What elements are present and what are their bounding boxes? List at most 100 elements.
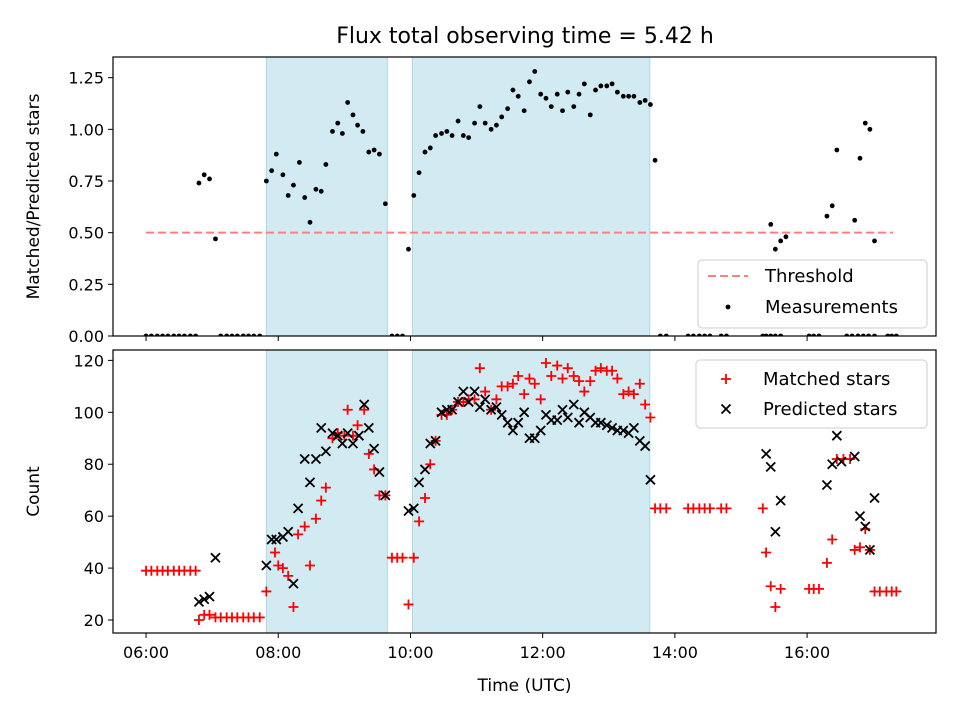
measurements-point — [834, 147, 840, 153]
predicted-stars-series — [193, 386, 880, 607]
measurements-point — [515, 93, 521, 99]
bottom-x-tick-label: 06:00 — [123, 643, 169, 662]
predicted-stars-point — [193, 596, 205, 607]
matched-stars-point — [507, 378, 518, 389]
predicted-stars-point — [310, 453, 322, 465]
top-observing-interval-1 — [265, 57, 388, 336]
measurements-point — [593, 87, 598, 93]
measurements-point — [444, 129, 450, 134]
matched-stars-point — [634, 378, 645, 389]
matched-stars-point — [854, 542, 865, 553]
measurements-point — [377, 151, 382, 157]
measurements-point — [196, 180, 202, 186]
measurements-point — [269, 168, 275, 174]
measurements-point — [862, 120, 868, 126]
predicted-stars-point — [436, 407, 447, 418]
measurements-point — [263, 178, 269, 184]
bottom-observing-interval-2 — [411, 350, 651, 633]
measurements-point — [499, 114, 505, 120]
predicted-stars-point — [760, 448, 772, 459]
measurements-point — [318, 188, 324, 194]
measurements-point — [427, 145, 433, 151]
matched-stars-point — [408, 552, 419, 563]
matched-stars-point — [546, 370, 557, 381]
matched-stars-point — [261, 586, 272, 597]
measurements-point — [433, 133, 438, 138]
measurements-point — [350, 112, 356, 118]
predicted-stars-point — [353, 430, 365, 441]
measurements-point — [872, 238, 877, 244]
top-y-tick-label: 1.25 — [68, 69, 104, 88]
predicted-stars-point — [770, 526, 781, 537]
measurements-point — [366, 149, 372, 155]
predicted-stars-point — [210, 552, 221, 563]
matched-stars-point — [612, 373, 623, 384]
predicted-stars-point — [573, 417, 585, 428]
measurements-point — [201, 172, 207, 178]
measurements-point — [648, 102, 653, 107]
measurements-point — [604, 83, 610, 89]
predicted-stars-point — [552, 414, 563, 426]
measurements-point — [291, 182, 296, 188]
matched-stars-point — [579, 386, 590, 397]
bottom-y-tick-label: 80 — [84, 455, 104, 474]
measurements-point — [207, 176, 212, 182]
measurements-point — [505, 106, 511, 112]
predicted-stars-point — [430, 435, 441, 447]
measurements-point — [620, 93, 626, 99]
predicted-stars-point — [831, 430, 842, 441]
matched-stars-point — [535, 394, 546, 405]
matched-stars-point — [827, 534, 838, 545]
bottom-x-tick-label: 08:00 — [255, 643, 301, 662]
bottom-x-tick-label: 14:00 — [652, 643, 698, 662]
measurements-point — [543, 95, 549, 101]
x-axis-label: Time (UTC) — [477, 676, 572, 696]
predicted-stars-point — [347, 438, 359, 449]
matched-stars-point — [480, 386, 491, 397]
measurements-point — [576, 91, 582, 97]
top-legend-box — [697, 259, 928, 329]
predicted-stars-point — [359, 399, 370, 410]
measurements-point — [330, 129, 335, 134]
matched-stars-point — [352, 420, 363, 431]
predicted-stars-point — [452, 396, 464, 408]
measurements-point — [527, 79, 532, 85]
measurements-point — [631, 93, 637, 99]
bottom-plot-area — [141, 350, 902, 633]
predicted-stars-point — [363, 422, 374, 434]
measurements-point — [382, 201, 388, 207]
predicted-stars-point — [606, 422, 618, 434]
measurements-point — [614, 89, 620, 95]
bottom-y-tick-label: 20 — [84, 611, 104, 630]
predicted-stars-point — [854, 511, 866, 522]
matched-stars-point — [277, 563, 288, 574]
predicted-stars-point — [413, 477, 425, 488]
matched-stars-point — [513, 370, 524, 381]
matched-stars-point — [628, 389, 639, 400]
matched-stars-point — [557, 373, 568, 384]
predicted-stars-point — [368, 443, 380, 454]
predicted-stars-point — [199, 594, 210, 605]
predicted-stars-point — [485, 404, 497, 415]
matched-stars-point — [425, 459, 436, 470]
legend-matched-label: Matched stars — [763, 369, 890, 390]
predicted-stars-point — [775, 495, 786, 506]
matched-stars-point — [849, 544, 860, 555]
measurements-point — [548, 104, 554, 109]
predicted-stars-point — [860, 521, 871, 532]
measurements-point — [302, 195, 308, 200]
bottom-x-tick-label: 12:00 — [520, 643, 566, 662]
bottom-x-tick-label: 10:00 — [387, 643, 433, 662]
predicted-stars-point — [458, 386, 469, 397]
matched-stars-point — [891, 586, 902, 597]
measurements-point — [371, 147, 377, 153]
top-observing-interval-2 — [411, 57, 651, 336]
predicted-stars-point — [261, 560, 272, 571]
matched-stars-point — [359, 404, 370, 415]
measurements-point — [598, 83, 604, 89]
predicted-stars-point — [601, 420, 612, 431]
predicted-stars-point — [304, 477, 316, 488]
matched-stars-point — [293, 529, 304, 540]
matched-stars-point — [645, 412, 656, 423]
predicted-stars-point — [292, 503, 304, 514]
